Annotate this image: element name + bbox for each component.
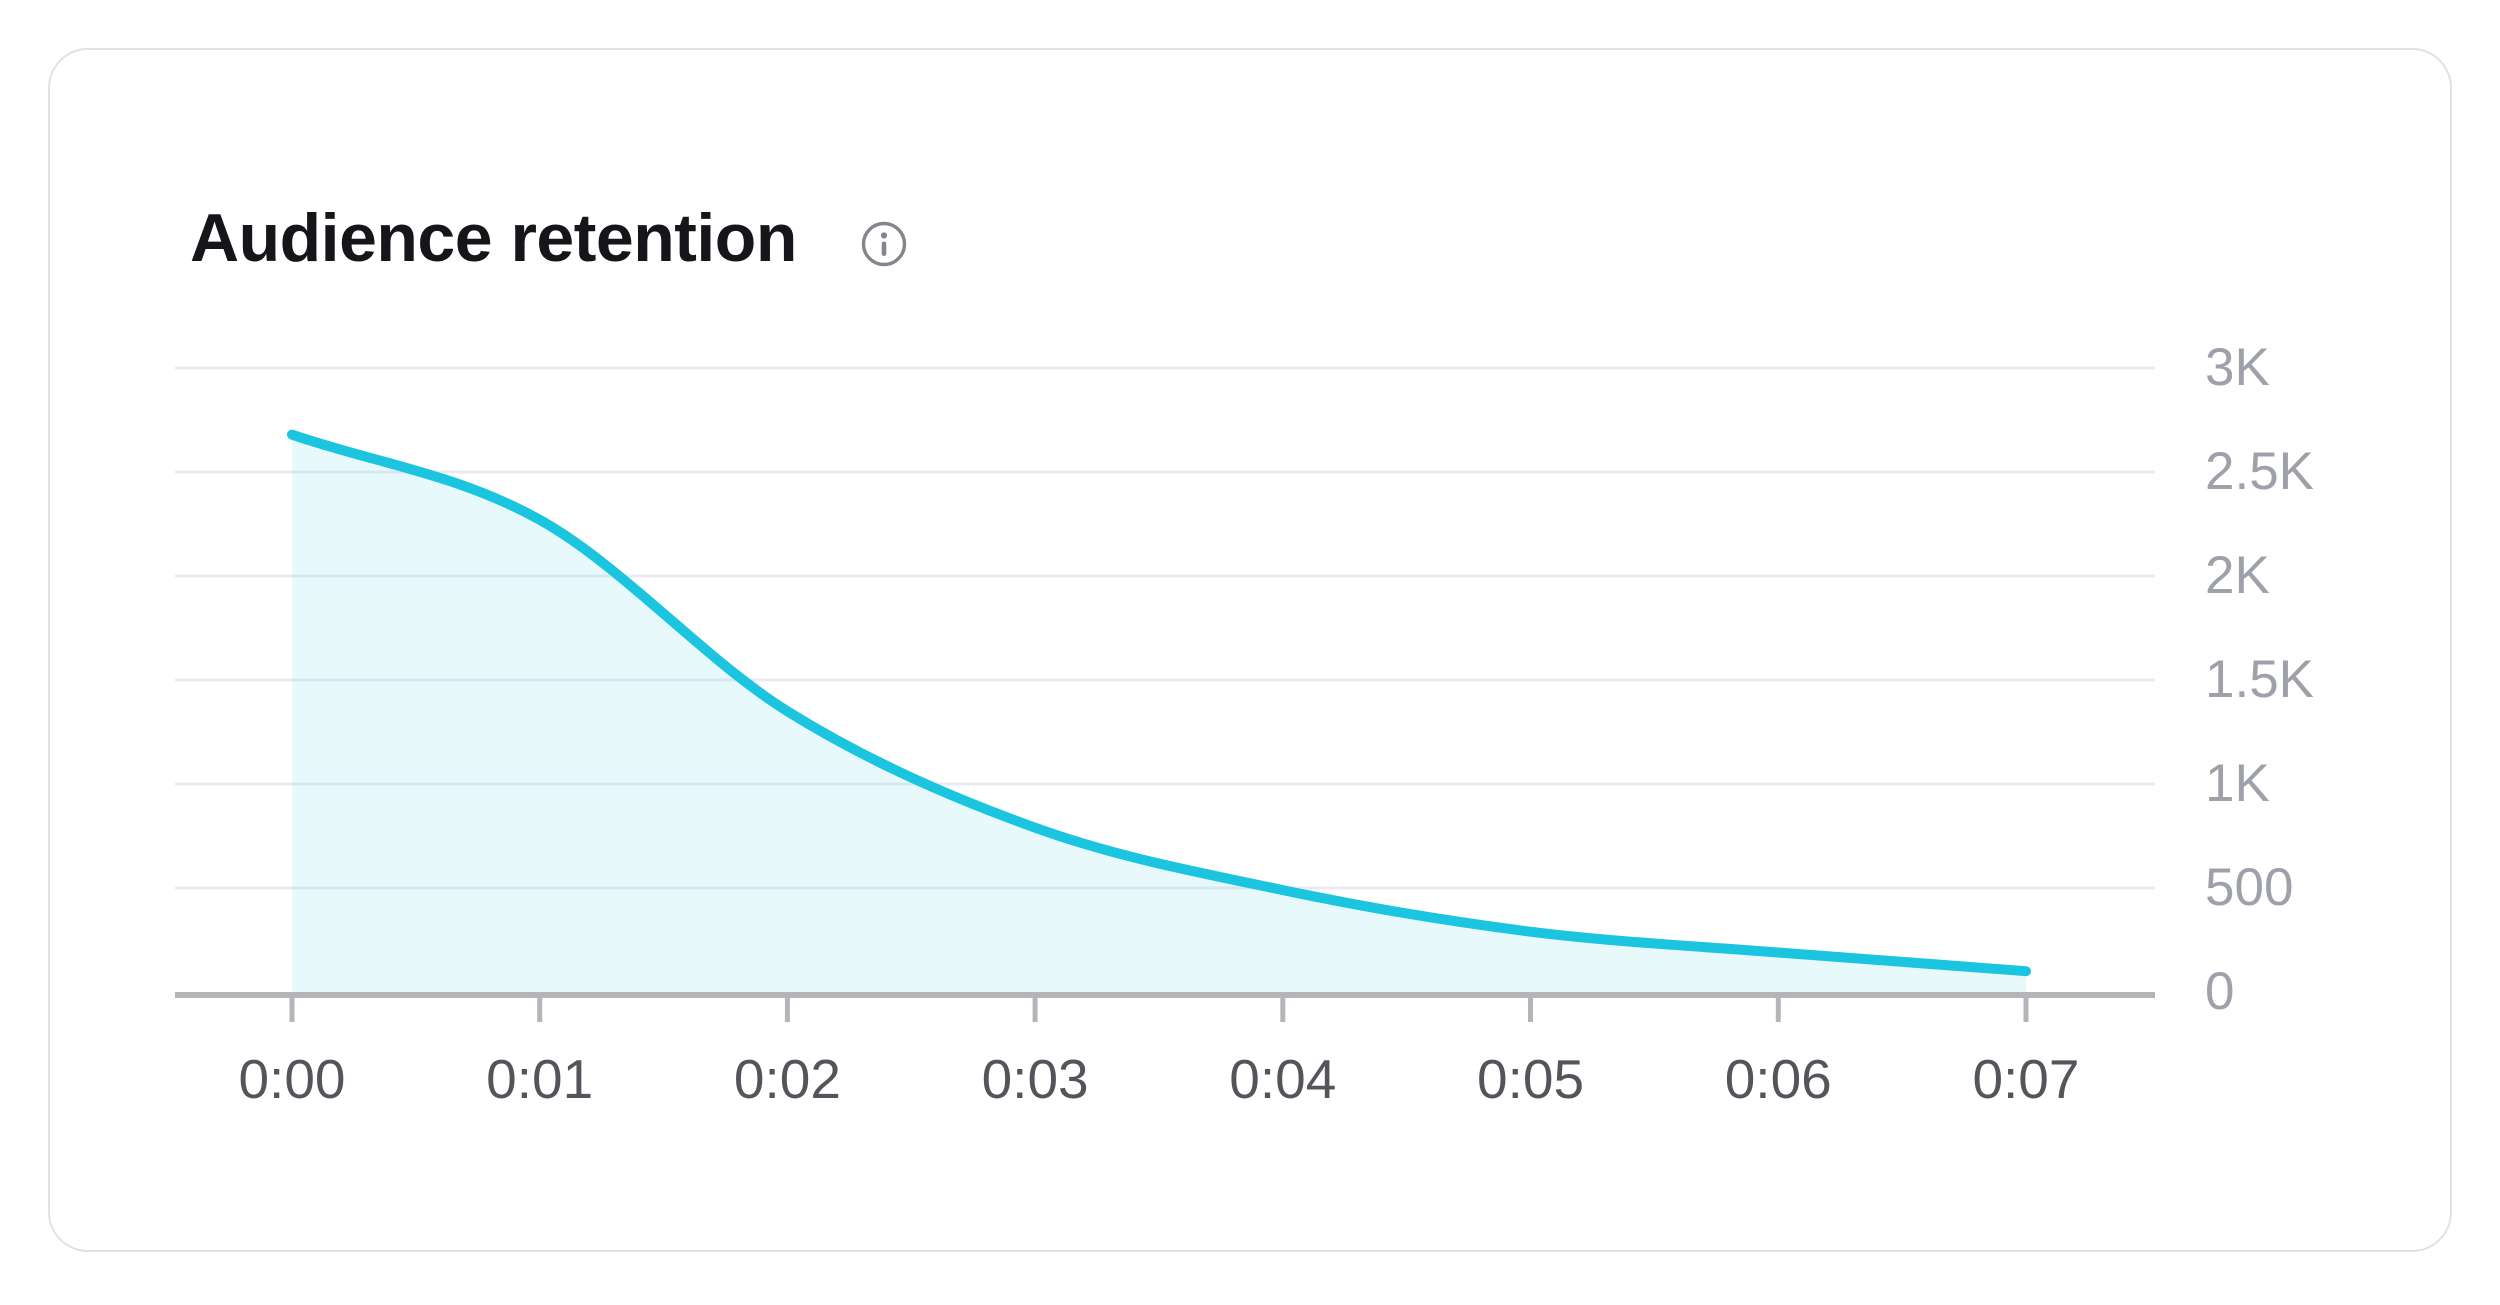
x-axis-label: 0:03 xyxy=(981,1048,1089,1110)
y-axis-label: 1.5K xyxy=(2205,650,2315,709)
y-axis-label: 0 xyxy=(2205,962,2235,1021)
y-axis-label: 1K xyxy=(2205,754,2270,813)
info-icon[interactable] xyxy=(860,220,908,268)
y-axis-label: 2K xyxy=(2205,546,2270,605)
y-axis-label: 2.5K xyxy=(2205,442,2315,501)
x-axis-label: 0:07 xyxy=(1972,1048,2080,1110)
card-title: Audience retention xyxy=(190,200,797,276)
x-axis-label: 0:00 xyxy=(238,1048,346,1110)
y-axis-label: 3K xyxy=(2205,338,2270,397)
x-axis-label: 0:04 xyxy=(1229,1048,1337,1110)
y-axis-label: 500 xyxy=(2205,858,2294,917)
retention-area xyxy=(292,434,2026,995)
x-axis-label: 0:05 xyxy=(1477,1048,1585,1110)
x-axis-label: 0:06 xyxy=(1724,1048,1832,1110)
x-axis-label: 0:02 xyxy=(733,1048,841,1110)
x-axis-label: 0:01 xyxy=(486,1048,594,1110)
audience-retention-card: Audience retention xyxy=(48,48,2452,1252)
retention-line xyxy=(287,429,2031,977)
